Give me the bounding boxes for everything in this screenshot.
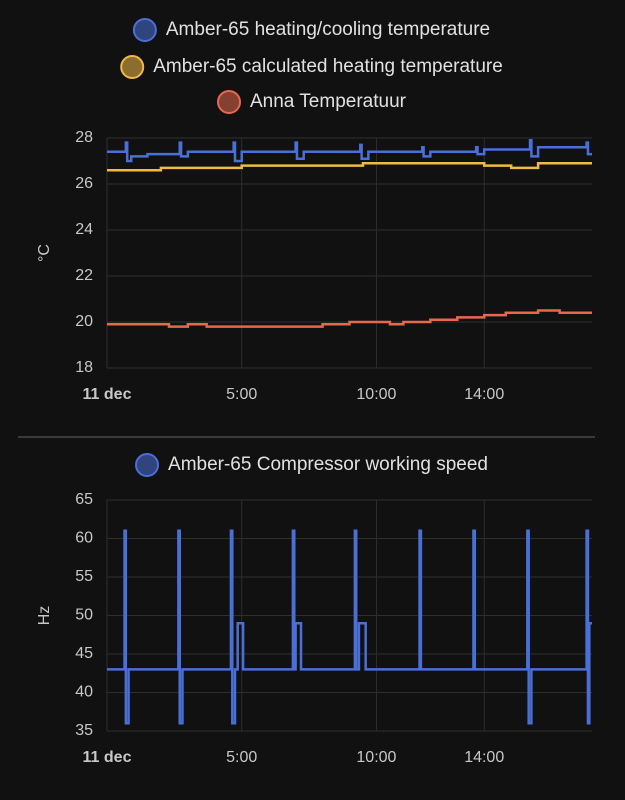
x-tick-label: 14:00	[464, 386, 504, 403]
y-tick-label: 35	[75, 722, 93, 739]
legend-marker	[217, 90, 242, 114]
y-tick-label: 18	[75, 359, 93, 376]
legend-marker	[132, 18, 157, 42]
x-tick-label: 10:00	[356, 749, 396, 766]
legend-marker	[120, 55, 145, 79]
y-axis-title: Hz	[36, 606, 53, 626]
y-tick-label: 65	[75, 491, 93, 508]
x-tick-label: 5:00	[226, 749, 257, 766]
data-line	[107, 309, 592, 328]
x-tick-label: 11 dec	[83, 386, 132, 403]
y-tick-label: 24	[75, 221, 93, 238]
y-axis-title: °C	[36, 244, 53, 262]
y-tick-label: 20	[75, 313, 93, 330]
y-tick-label: 50	[75, 607, 93, 624]
legend-entry: Amber-65 heating/cooling temperature	[132, 18, 490, 42]
legend-entry: Amber-65 Compressor working speed	[135, 453, 488, 477]
data-line	[107, 529, 592, 725]
legend-label: Amber-65 calculated heating temperature	[153, 56, 503, 77]
legend-label: Anna Temperatuur	[250, 91, 407, 112]
y-tick-label: 40	[75, 684, 93, 701]
y-tick-label: 26	[75, 175, 93, 192]
legend-label: Amber-65 heating/cooling temperature	[166, 19, 490, 40]
y-tick-label: 55	[75, 568, 93, 585]
legend-entry: Amber-65 calculated heating temperature	[120, 55, 503, 79]
y-tick-label: 45	[75, 645, 93, 662]
legend-label: Amber-65 Compressor working speed	[168, 454, 488, 475]
x-tick-label: 5:00	[226, 386, 257, 403]
y-tick-label: 60	[75, 530, 93, 547]
y-tick-label: 28	[75, 129, 93, 146]
x-tick-label: 14:00	[464, 749, 504, 766]
legend-marker	[135, 453, 160, 477]
x-tick-label: 11 dec	[83, 749, 132, 766]
data-line	[107, 139, 592, 163]
x-tick-label: 10:00	[356, 386, 396, 403]
y-tick-label: 22	[75, 267, 93, 284]
data-line	[107, 162, 592, 172]
legend-entry: Anna Temperatuur	[217, 90, 407, 114]
